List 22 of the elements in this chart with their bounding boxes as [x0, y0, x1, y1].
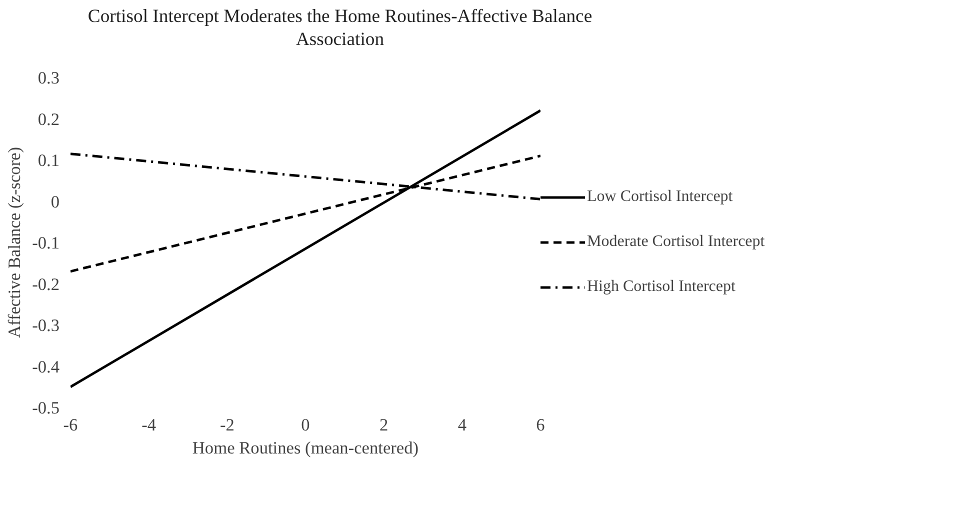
chart-title: Cortisol Intercept Moderates the Home Routines-Affective Balance Association — [88, 5, 592, 52]
x-axis-title: Home Routines (mean-centered) — [192, 438, 419, 458]
y-tick-label: -0.3 — [32, 316, 60, 335]
x-tick-label: -2 — [220, 415, 234, 434]
legend-label: High Cortisol Intercept — [587, 278, 736, 296]
y-tick-label: 0.3 — [38, 68, 60, 88]
x-tick-label: 4 — [458, 415, 467, 434]
y-tick-label: 0.2 — [38, 109, 60, 128]
legend-label: Moderate Cortisol Intercept — [587, 232, 765, 251]
y-tick-label: -0.5 — [32, 398, 60, 418]
y-axis-title: Affective Balance (z-score) — [5, 146, 24, 338]
y-tick-label: 0 — [50, 192, 60, 211]
y-tick-label: -0.1 — [32, 233, 60, 252]
x-tick-label: 0 — [301, 415, 310, 434]
x-tick-label: 2 — [380, 415, 388, 434]
legend-label: Low Cortisol Intercept — [587, 188, 733, 206]
x-tick-label: 6 — [536, 415, 546, 434]
x-tick-label: -6 — [63, 415, 78, 434]
y-tick-label: -0.4 — [32, 356, 60, 376]
x-tick-label: -4 — [142, 415, 156, 434]
y-tick-label: -0.2 — [32, 274, 60, 294]
y-tick-label: 0.1 — [38, 150, 60, 170]
